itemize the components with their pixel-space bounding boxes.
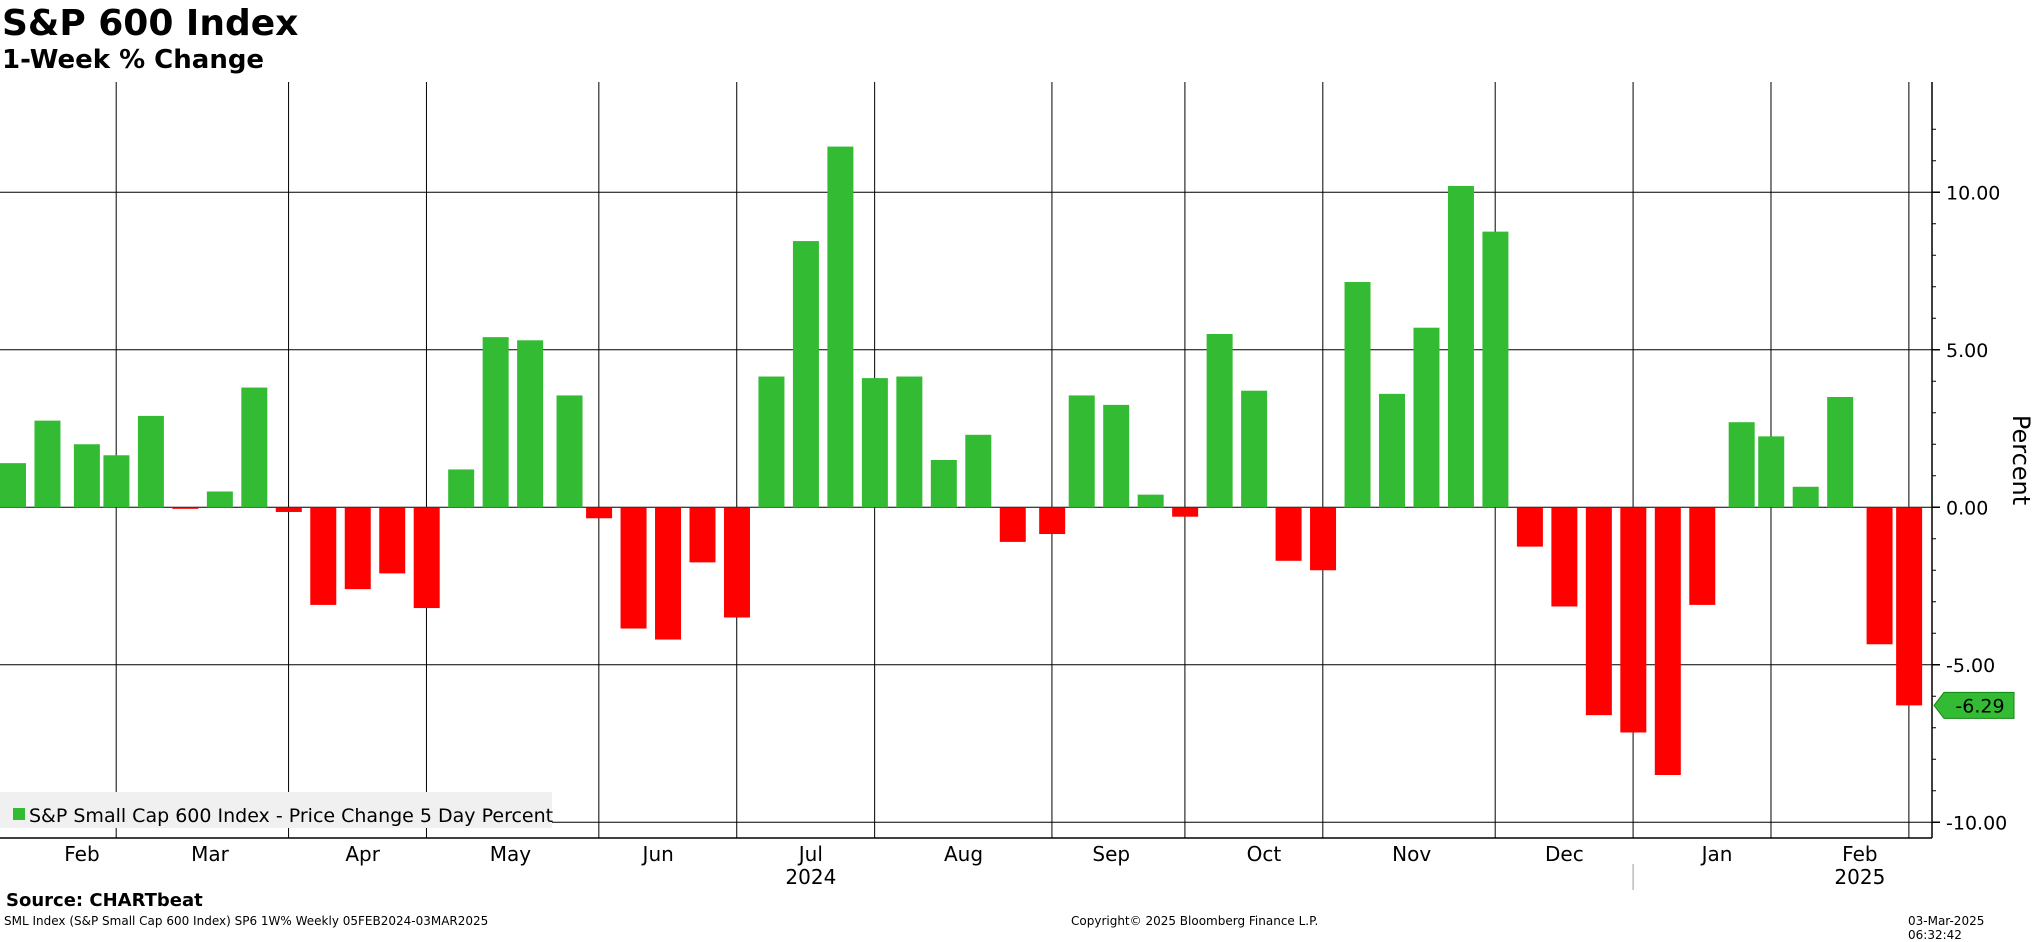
- bar: [620, 507, 647, 629]
- legend: S&P Small Cap 600 Index - Price Change 5…: [0, 792, 553, 828]
- bar: [34, 420, 61, 508]
- x-month-label: Dec: [1545, 842, 1584, 866]
- x-month-label: Aug: [944, 842, 983, 866]
- bar: [930, 460, 957, 508]
- bar: [689, 507, 716, 563]
- source-note: Source: CHARTbeat: [6, 890, 203, 911]
- bar: [586, 507, 613, 519]
- footer-copyright: Copyright© 2025 Bloomberg Finance L.P.: [1071, 914, 1319, 928]
- bar: [1728, 422, 1755, 508]
- x-month-label: Sep: [1092, 842, 1130, 866]
- bar: [792, 241, 819, 508]
- bar-chart: 10.00 5.00 0.00 -5.00 -10.00 Feb Mar Apr May Jun…: [0, 82, 2035, 890]
- bar: [448, 469, 475, 508]
- last-value-box: [1933, 691, 2015, 719]
- bar: [1137, 494, 1164, 508]
- bar: [1413, 327, 1440, 508]
- y-tick-label: 5.00: [1946, 340, 1988, 362]
- chart-title: S&P 600 Index: [2, 3, 299, 44]
- x-month-label: Jul: [797, 842, 823, 866]
- bar: [556, 395, 583, 508]
- bar: [73, 444, 100, 508]
- x-year-labels: 2024 2025: [785, 864, 1885, 890]
- y-tick-labels: 10.00 5.00 0.00 -5.00 -10.00: [1932, 128, 2007, 834]
- bar: [1689, 507, 1716, 605]
- y-tick-label: -10.00: [1946, 812, 2007, 834]
- bar: [1482, 231, 1509, 508]
- bar: [1206, 334, 1233, 508]
- bar: [896, 376, 923, 508]
- bar: [1516, 507, 1543, 547]
- bar: [758, 376, 785, 508]
- chart-subtitle: 1-Week % Change: [2, 45, 265, 75]
- bar: [517, 340, 544, 508]
- bar: [861, 378, 888, 508]
- bar: [1792, 486, 1819, 508]
- legend-background: [0, 792, 552, 828]
- x-month-label: Jun: [641, 842, 674, 866]
- footer-timestamp: 03-Mar-2025 06:32:42: [1908, 914, 1985, 942]
- bar: [999, 507, 1026, 542]
- x-month-label: Nov: [1392, 842, 1431, 866]
- bar: [206, 491, 233, 508]
- y-axis-label: Percent: [2007, 415, 2035, 505]
- last-value-text: -6.29: [1955, 695, 2004, 717]
- bar: [103, 455, 130, 508]
- x-month-label: May: [490, 842, 532, 866]
- bar: [1379, 393, 1405, 508]
- x-month-label: Oct: [1247, 842, 1282, 866]
- y-tick-label: 0.00: [1946, 497, 1988, 519]
- x-month-label: Jan: [1700, 842, 1733, 866]
- bar: [1068, 395, 1095, 508]
- bar: [172, 507, 199, 509]
- x-year-label: 2024: [785, 865, 836, 889]
- bar: [1654, 507, 1681, 775]
- x-month-labels: Feb Mar Apr May Jun Jul Aug Sep Oct Nov Dec Jan Feb: [64, 842, 1877, 866]
- bar: [1585, 507, 1612, 716]
- bar: [827, 146, 854, 508]
- x-month-label: Feb: [1842, 842, 1877, 866]
- footer-ticker-info: SML Index (S&P Small Cap 600 Index) SP6 …: [4, 914, 489, 928]
- bar: [1866, 507, 1893, 645]
- legend-swatch: [13, 808, 25, 820]
- bar: [1896, 507, 1923, 706]
- bar: [1551, 507, 1578, 607]
- bar: [1310, 507, 1337, 571]
- x-month-label: Mar: [191, 842, 230, 866]
- x-year-label: 2025: [1834, 865, 1885, 889]
- bar: [1241, 390, 1268, 508]
- bar: [310, 507, 337, 605]
- bar: [1275, 507, 1302, 561]
- bar: [241, 387, 268, 508]
- bar: [1172, 507, 1199, 517]
- y-tick-label: -5.00: [1946, 655, 1995, 677]
- x-month-label: Apr: [345, 842, 380, 866]
- bar: [1344, 282, 1371, 508]
- bar: [0, 463, 26, 508]
- x-month-label: Feb: [64, 842, 99, 866]
- bar: [344, 507, 371, 590]
- bars-group: [0, 146, 1923, 775]
- bar: [1447, 185, 1474, 508]
- bar: [965, 434, 992, 508]
- bar: [1827, 397, 1854, 508]
- axes: [0, 82, 1933, 839]
- bar: [655, 507, 682, 640]
- last-value-marker: -6.29: [1933, 691, 2015, 719]
- bar: [1758, 436, 1785, 508]
- bar: [1103, 404, 1130, 508]
- y-tick-label: 10.00: [1946, 182, 2000, 204]
- bar: [482, 337, 509, 508]
- bar: [1039, 507, 1066, 535]
- bar: [1620, 507, 1647, 733]
- bar: [379, 507, 406, 574]
- bar: [275, 507, 302, 512]
- bar: [723, 507, 750, 618]
- bar: [137, 415, 164, 508]
- legend-label: S&P Small Cap 600 Index - Price Change 5…: [29, 805, 553, 827]
- bar: [413, 507, 440, 609]
